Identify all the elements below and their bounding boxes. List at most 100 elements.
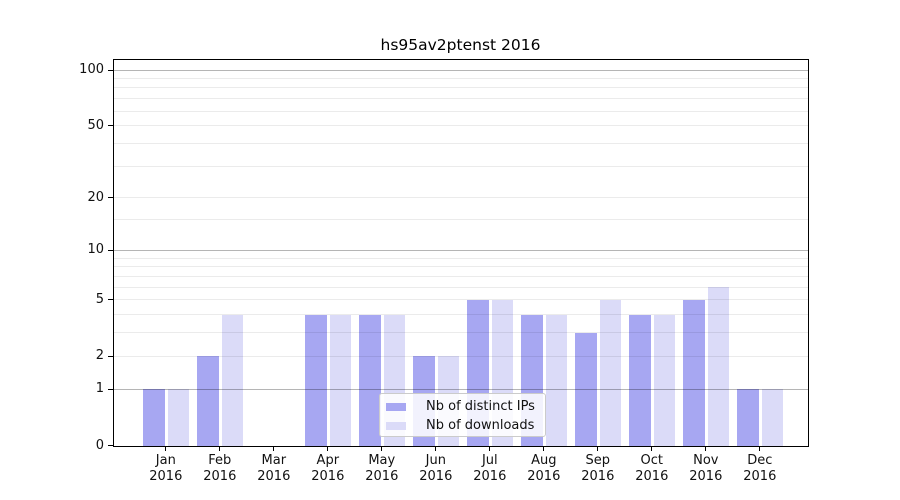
y-tick-mark-50 <box>108 125 113 127</box>
x-tick-mark-jan-2016 <box>165 446 167 451</box>
x-tick-label-line: Apr <box>316 453 340 468</box>
y-tick-label-1: 1 <box>95 381 104 397</box>
bar-nb-of-downloads-aug-2016 <box>545 314 568 446</box>
bar-nb-of-distinct-ips-dec-2016 <box>737 389 759 446</box>
x-tick-label-line: Aug <box>531 453 557 468</box>
gridline-minor-20 <box>113 197 808 199</box>
x-tick-label-line: 2016 <box>203 468 237 484</box>
x-tick-label-line: Jan <box>155 453 176 468</box>
y-tick-mark-20 <box>108 197 113 199</box>
y-tick-label-10: 10 <box>87 242 104 258</box>
x-tick-mark-jun-2016 <box>435 446 437 451</box>
gridline-minor-9 <box>113 257 808 259</box>
x-tick-label-line: Mar <box>261 453 287 468</box>
bar-nb-of-distinct-ips-sep-2016 <box>575 332 597 446</box>
bar-nb-of-downloads-sep-2016 <box>599 299 622 446</box>
gridline-minor-40 <box>113 142 808 144</box>
y-tick-label-50: 50 <box>87 117 104 133</box>
x-tick-mark-jul-2016 <box>489 446 491 451</box>
bar-nb-of-downloads-oct-2016 <box>653 314 676 446</box>
x-tick-label-may-2016: May 2016 <box>350 453 414 484</box>
y-tick-mark-10 <box>108 249 113 251</box>
x-tick-label-sep-2016: Sep 2016 <box>566 453 630 484</box>
x-tick-label-nov-2016: Nov 2016 <box>674 453 738 484</box>
x-tick-label-dec-2016: Dec 2016 <box>728 453 792 484</box>
legend-label-downloads: Nb of downloads <box>426 418 535 433</box>
bar-nb-of-downloads-apr-2016 <box>329 314 352 446</box>
gridline-decade-100 <box>113 69 808 71</box>
y-tick-mark-1 <box>108 388 113 390</box>
x-tick-mark-feb-2016 <box>219 446 221 451</box>
y-tick-mark-100 <box>108 69 113 71</box>
gridline-minor-2 <box>113 355 808 357</box>
y-tick-mark-0 <box>108 445 113 446</box>
x-tick-label-jan-2016: Jan 2016 <box>134 453 198 484</box>
x-tick-label-line: Nov <box>693 453 719 468</box>
gridline-minor-8 <box>113 266 808 268</box>
x-tick-label-line: Jun <box>425 453 446 468</box>
gridline-decade-10 <box>113 249 808 251</box>
bar-nb-of-distinct-ips-oct-2016 <box>629 314 651 446</box>
x-tick-label-line: 2016 <box>473 468 507 484</box>
y-tick-label-20: 20 <box>87 189 104 205</box>
x-tick-label-line: 2016 <box>311 468 345 484</box>
gridline-minor-80 <box>113 87 808 89</box>
x-tick-label-line: 2016 <box>419 468 453 484</box>
gridline-minor-4 <box>113 314 808 316</box>
x-tick-label-oct-2016: Oct 2016 <box>620 453 684 484</box>
bar-nb-of-distinct-ips-may-2016 <box>359 314 381 446</box>
bar-nb-of-downloads-jan-2016 <box>167 389 190 446</box>
x-tick-label-feb-2016: Feb 2016 <box>188 453 252 484</box>
x-tick-label-line: 2016 <box>743 468 777 484</box>
gridline-decade-1 <box>113 388 808 390</box>
x-tick-label-line: 2016 <box>149 468 183 484</box>
gridline-minor-15 <box>113 219 808 221</box>
x-tick-label-jul-2016: Jul 2016 <box>458 453 522 484</box>
legend: Nb of distinct IPs Nb of downloads <box>379 393 546 437</box>
x-tick-mark-apr-2016 <box>327 446 329 451</box>
gridline-minor-90 <box>113 77 808 79</box>
bar-nb-of-distinct-ips-nov-2016 <box>683 299 705 446</box>
x-tick-label-line: Oct <box>640 453 664 468</box>
y-tick-label-5: 5 <box>95 291 104 307</box>
x-tick-mark-mar-2016 <box>273 446 275 451</box>
gridline-minor-3 <box>113 332 808 334</box>
gridline-minor-60 <box>113 110 808 112</box>
x-tick-label-line: May <box>368 453 396 468</box>
x-tick-mark-aug-2016 <box>543 446 545 451</box>
x-tick-label-line: Feb <box>208 453 232 468</box>
x-tick-label-line: 2016 <box>257 468 291 484</box>
x-tick-mark-may-2016 <box>381 446 383 451</box>
x-tick-label-line: Dec <box>747 453 773 468</box>
legend-swatch-downloads <box>386 421 406 430</box>
x-tick-mark-nov-2016 <box>705 446 707 451</box>
y-tick-label-0: 0 <box>95 437 104 453</box>
bar-nb-of-distinct-ips-apr-2016 <box>305 314 327 446</box>
x-tick-label-line: 2016 <box>635 468 669 484</box>
bar-nb-of-distinct-ips-jan-2016 <box>143 389 165 446</box>
bar-nb-of-downloads-dec-2016 <box>761 389 784 446</box>
x-tick-label-line: 2016 <box>365 468 399 484</box>
y-tick-mark-2 <box>108 355 113 357</box>
x-tick-label-line: Sep <box>585 453 611 468</box>
gridline-minor-30 <box>113 165 808 167</box>
x-tick-mark-dec-2016 <box>759 446 761 451</box>
x-tick-mark-oct-2016 <box>651 446 653 451</box>
bar-nb-of-downloads-nov-2016 <box>707 287 730 446</box>
gridline-minor-6 <box>113 286 808 288</box>
legend-item-downloads: Nb of downloads <box>386 416 545 435</box>
x-tick-label-aug-2016: Aug 2016 <box>512 453 576 484</box>
gridline-minor-50 <box>113 125 808 127</box>
y-tick-label-2: 2 <box>95 348 104 364</box>
x-tick-label-line: 2016 <box>581 468 615 484</box>
y-tick-mark-5 <box>108 299 113 301</box>
x-tick-label-jun-2016: Jun 2016 <box>404 453 468 484</box>
x-tick-label-line: 2016 <box>689 468 723 484</box>
gridline-minor-7 <box>113 275 808 277</box>
x-tick-label-line: Jul <box>481 453 498 468</box>
legend-item-distinct-ips: Nb of distinct IPs <box>386 397 545 416</box>
bar-nb-of-downloads-feb-2016 <box>221 314 244 446</box>
x-tick-label-apr-2016: Apr 2016 <box>296 453 360 484</box>
legend-swatch-distinct-ips <box>386 402 406 411</box>
bar-nb-of-distinct-ips-feb-2016 <box>197 356 219 446</box>
